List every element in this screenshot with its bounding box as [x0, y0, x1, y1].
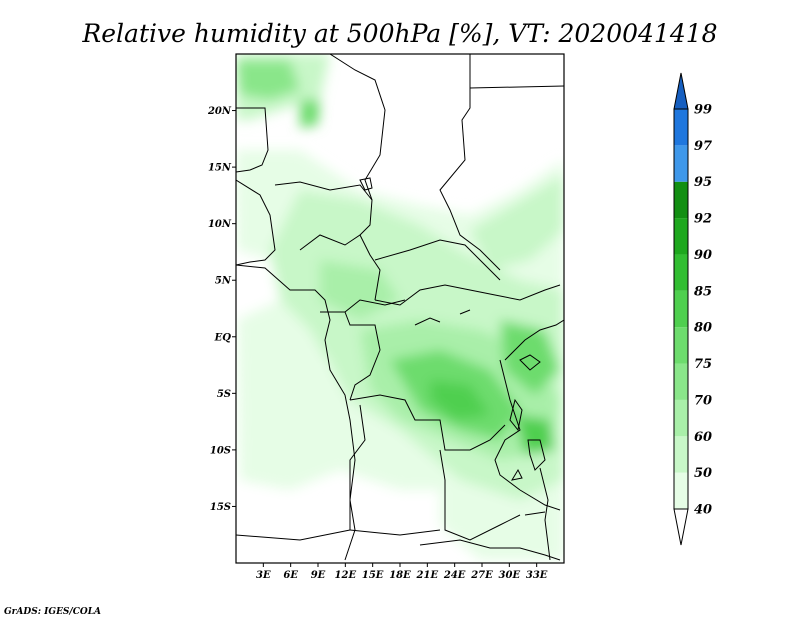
colorbar-level-label: 85 — [694, 284, 712, 299]
lon-tick-label: 12E — [335, 570, 357, 581]
latitude-ticks: 20N 15N 10N 5N EQ 5S 10S 15S — [207, 106, 236, 513]
humidity-shading — [236, 54, 564, 560]
colorbar-level-label: 40 — [694, 503, 712, 518]
colorbar-level-label: 97 — [694, 139, 712, 154]
colorbar-level-label: 75 — [694, 357, 712, 372]
colorbar-high-triangle — [673, 72, 689, 110]
lat-tick-label: 5N — [215, 276, 232, 287]
map-panel: 20N 15N 10N 5N EQ 5S 10S 15S 3E 6E 9E 12E 15E 18E 21E… — [207, 53, 565, 581]
lon-tick-label: 9E — [311, 570, 326, 581]
lat-tick-label: 15N — [208, 163, 232, 174]
humidity-field — [236, 54, 564, 563]
colorbar-low-triangle — [673, 508, 689, 546]
lon-tick-label: 18E — [389, 570, 411, 581]
lon-tick-label: 6E — [283, 570, 298, 581]
colorbar-segment — [674, 145, 688, 182]
colorbar-segment — [674, 218, 688, 255]
chart-title: Relative humidity at 500hPa [%], VT: 202… — [81, 19, 717, 48]
colorbar-frame — [673, 108, 689, 510]
colorbar-segment — [674, 436, 688, 473]
colorbar-level-label: 95 — [694, 175, 712, 190]
lat-tick-label: EQ — [214, 332, 232, 343]
colorbar-level-label: 90 — [694, 248, 712, 263]
lat-tick-label: 10N — [208, 219, 232, 230]
lat-tick-label: 20N — [207, 106, 232, 117]
colorbar-level-label: 50 — [694, 466, 712, 481]
grads-credit: GrADS: IGES/COLA — [4, 607, 101, 617]
colorbar-segment — [674, 399, 688, 437]
colorbar-level-label: 99 — [694, 103, 712, 118]
longitude-ticks: 3E 6E 9E 12E 15E 18E 21E 24E 27E 30E 33E — [256, 563, 548, 581]
colorbar-level-label: 80 — [694, 321, 712, 336]
lon-tick-label: 33E — [526, 570, 548, 581]
lon-tick-label: 15E — [362, 570, 384, 581]
colorbar-segment — [674, 472, 688, 509]
lat-tick-label: 10S — [210, 445, 231, 456]
colorbar-level-label: 92 — [694, 212, 712, 227]
lon-tick-label: 21E — [416, 570, 439, 581]
colorbar-level-label: 70 — [694, 393, 712, 408]
colorbar-segment — [674, 290, 688, 328]
colorbar-segment — [674, 254, 688, 291]
colorbar-legend: 40 50 60 70 75 80 85 90 92 95 97 99 — [673, 72, 712, 546]
lon-tick-label: 3E — [256, 570, 271, 581]
colorbar-segment — [674, 363, 688, 400]
colorbar-level-label: 60 — [694, 430, 712, 445]
lat-tick-label: 5S — [217, 389, 231, 400]
lat-tick-label: 15S — [210, 502, 231, 513]
colorbar-segment — [674, 181, 688, 219]
lon-tick-label: 27E — [470, 570, 493, 581]
lon-tick-label: 30E — [499, 570, 521, 581]
lon-tick-label: 24E — [443, 570, 466, 581]
colorbar-segment — [674, 109, 688, 146]
colorbar-segment — [674, 327, 688, 364]
country-boundaries — [236, 54, 564, 561]
